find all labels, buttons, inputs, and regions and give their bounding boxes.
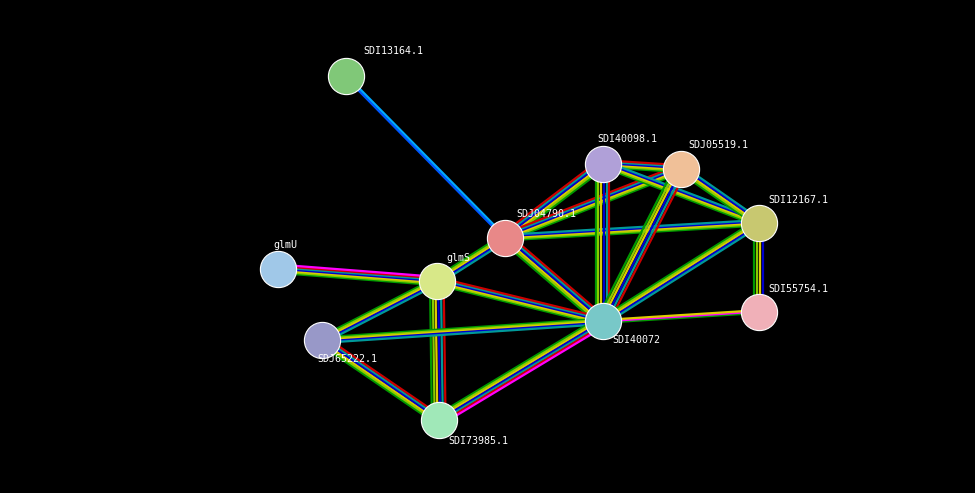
Text: SDI40072: SDI40072 (612, 335, 660, 345)
Text: glmS: glmS (447, 253, 471, 263)
Text: SDI40098.1: SDI40098.1 (598, 134, 658, 144)
Point (673, 165, 688, 173)
Text: SDI13164.1: SDI13164.1 (364, 46, 424, 56)
Text: glmU: glmU (273, 240, 297, 250)
Text: SDI55754.1: SDI55754.1 (768, 284, 829, 294)
Point (338, 72, 354, 80)
Point (431, 416, 447, 424)
Text: SDJ65222.1: SDJ65222.1 (317, 354, 377, 364)
Point (751, 308, 766, 316)
Point (595, 160, 610, 168)
Point (595, 317, 610, 325)
Text: SDI12167.1: SDI12167.1 (768, 195, 829, 205)
Text: SDJ04790.1: SDJ04790.1 (517, 209, 577, 219)
Point (270, 265, 286, 273)
Text: SDI73985.1: SDI73985.1 (448, 436, 509, 446)
Point (429, 277, 445, 285)
Point (497, 234, 513, 242)
Text: SDJ05519.1: SDJ05519.1 (688, 140, 749, 150)
Point (314, 336, 330, 344)
Point (751, 219, 766, 227)
